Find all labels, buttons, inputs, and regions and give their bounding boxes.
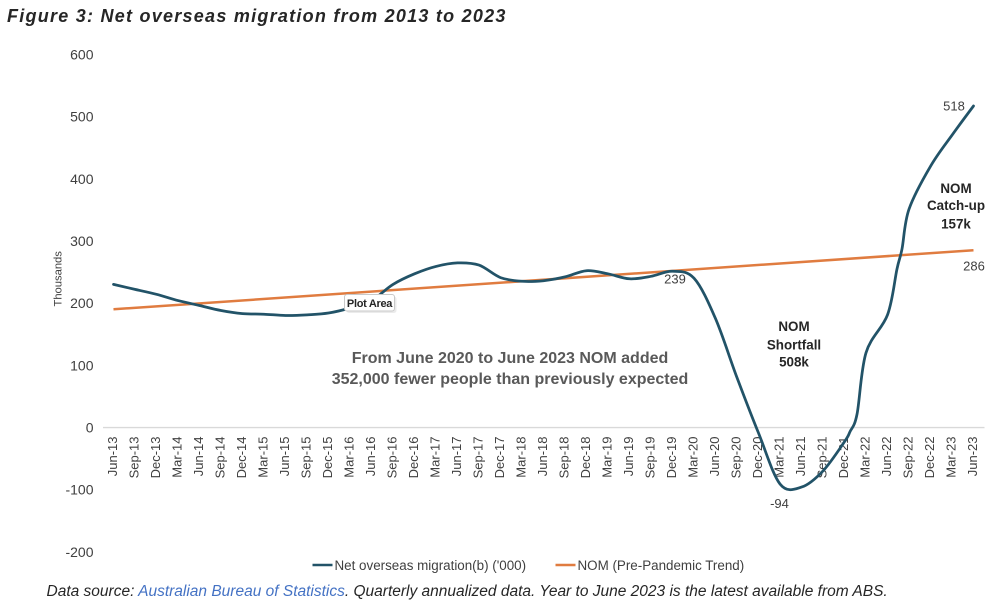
- svg-text:Mar-14: Mar-14: [170, 437, 185, 478]
- svg-text:Dec-22: Dec-22: [922, 437, 937, 479]
- svg-text:0: 0: [86, 420, 94, 436]
- svg-text:600: 600: [70, 47, 94, 63]
- svg-text:Dec-15: Dec-15: [320, 437, 335, 479]
- svg-text:Dec-19: Dec-19: [664, 437, 679, 479]
- svg-text:Sep-13: Sep-13: [127, 437, 142, 479]
- svg-text:Jun-22: Jun-22: [879, 437, 894, 477]
- svg-text:-94: -94: [770, 496, 789, 511]
- svg-text:Sep-20: Sep-20: [729, 437, 744, 479]
- svg-text:239: 239: [664, 272, 686, 287]
- svg-text:Jun-20: Jun-20: [707, 437, 722, 477]
- svg-text:352,000 fewer people than prev: 352,000 fewer people than previously exp…: [332, 371, 689, 388]
- svg-text:Dec-13: Dec-13: [148, 437, 163, 479]
- svg-text:Net overseas migration(b) ('00: Net overseas migration(b) ('000): [335, 558, 527, 573]
- svg-text:Jun-21: Jun-21: [793, 437, 808, 477]
- svg-text:508k: 508k: [779, 355, 809, 370]
- svg-text:Jun-17: Jun-17: [449, 437, 464, 477]
- svg-text:Shortfall: Shortfall: [767, 338, 821, 353]
- svg-text:157k: 157k: [941, 217, 971, 232]
- svg-text:Mar-15: Mar-15: [256, 437, 271, 478]
- svg-text:Plot Area: Plot Area: [347, 298, 393, 310]
- svg-text:Mar-17: Mar-17: [428, 437, 443, 478]
- svg-text:Dec-16: Dec-16: [406, 437, 421, 479]
- svg-text:NOM: NOM: [940, 181, 971, 196]
- svg-text:Sep-15: Sep-15: [299, 437, 314, 479]
- svg-text:Mar-22: Mar-22: [858, 437, 873, 478]
- svg-text:Jun-14: Jun-14: [191, 437, 206, 477]
- svg-text:NOM: NOM: [778, 319, 809, 334]
- svg-text:Dec-17: Dec-17: [492, 437, 507, 479]
- svg-text:From June 2020 to June 2023 NO: From June 2020 to June 2023 NOM added: [352, 350, 669, 367]
- svg-text:Sep-18: Sep-18: [557, 437, 572, 479]
- svg-text:Jun-15: Jun-15: [277, 437, 292, 477]
- svg-text:Mar-16: Mar-16: [342, 437, 357, 478]
- svg-text:Sep-17: Sep-17: [471, 437, 486, 479]
- svg-text:Jun-19: Jun-19: [621, 437, 636, 477]
- svg-text:Mar-23: Mar-23: [944, 437, 959, 478]
- svg-text:286: 286: [963, 259, 985, 274]
- svg-text:-200: -200: [65, 544, 93, 560]
- svg-text:500: 500: [70, 109, 94, 125]
- svg-text:Mar-21: Mar-21: [772, 437, 787, 478]
- svg-text:200: 200: [70, 295, 94, 311]
- svg-text:Mar-20: Mar-20: [686, 437, 701, 478]
- svg-text:Dec-20: Dec-20: [750, 437, 765, 479]
- svg-text:100: 100: [70, 357, 94, 373]
- svg-text:Jun-18: Jun-18: [535, 437, 550, 477]
- svg-text:Sep-14: Sep-14: [213, 437, 228, 479]
- svg-text:Sep-22: Sep-22: [901, 437, 916, 479]
- svg-text:Dec-18: Dec-18: [578, 437, 593, 479]
- svg-text:Jun-23: Jun-23: [965, 437, 980, 477]
- svg-text:Sep-16: Sep-16: [385, 437, 400, 479]
- svg-text:518: 518: [943, 99, 965, 114]
- svg-text:400: 400: [70, 171, 94, 187]
- svg-text:-100: -100: [65, 482, 93, 498]
- svg-text:Mar-19: Mar-19: [600, 437, 615, 478]
- svg-text:300: 300: [70, 233, 94, 249]
- svg-text:Jun-16: Jun-16: [363, 437, 378, 477]
- svg-text:Mar-18: Mar-18: [514, 437, 529, 478]
- svg-text:Catch-up: Catch-up: [927, 198, 985, 213]
- svg-text:Dec-14: Dec-14: [234, 437, 249, 479]
- svg-text:Sep-19: Sep-19: [643, 437, 658, 479]
- svg-text:NOM (Pre-Pandemic Trend): NOM (Pre-Pandemic Trend): [578, 558, 745, 573]
- svg-text:Jun-13: Jun-13: [105, 437, 120, 477]
- svg-text:Thousands: Thousands: [53, 251, 65, 307]
